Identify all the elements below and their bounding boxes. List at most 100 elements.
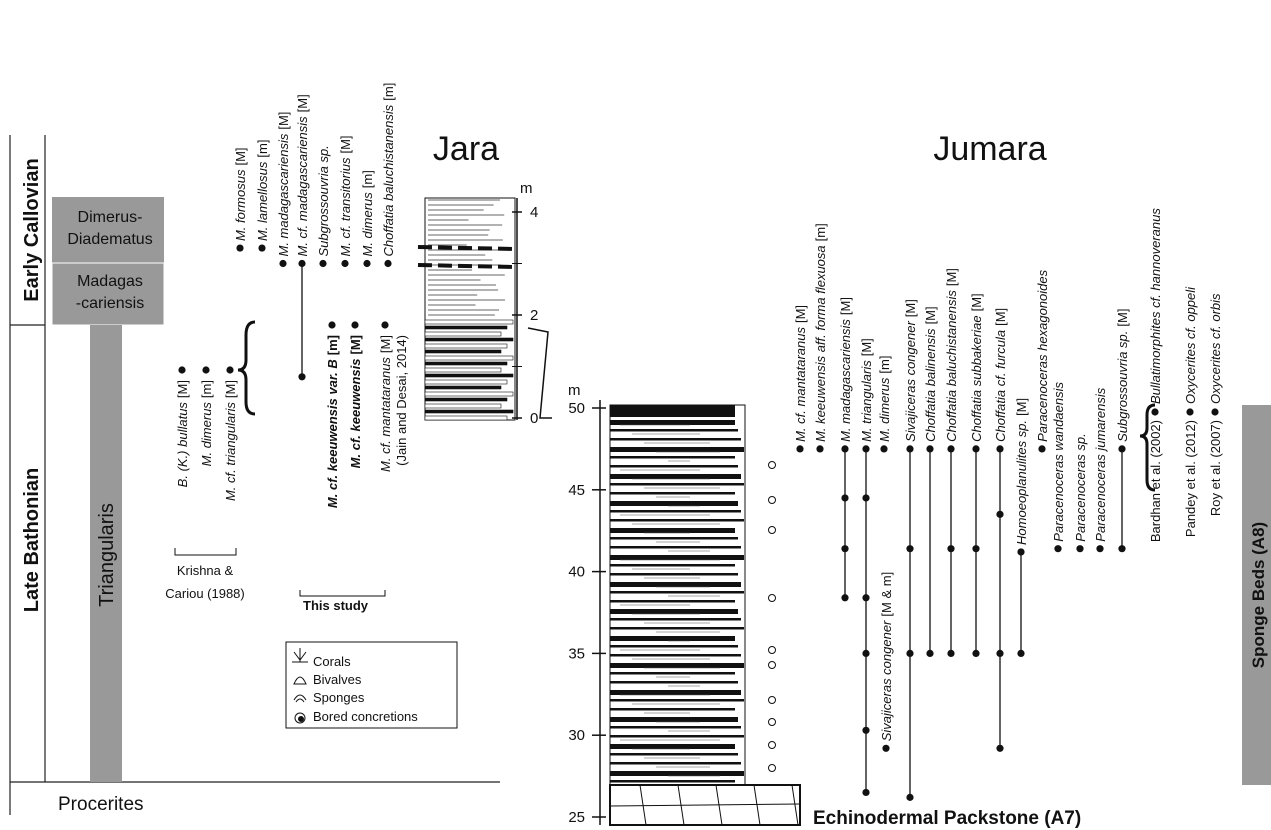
taxon-label: M. triangularis[M] [859, 338, 874, 442]
taxon-tag: [M] [338, 135, 353, 153]
dot [381, 321, 388, 328]
taxon-label: Paracenoceras wandaensis [1051, 381, 1066, 541]
taxon-tag: [M] [1014, 398, 1029, 416]
bed [425, 410, 513, 413]
reference: Krishna & [177, 563, 234, 578]
bed [425, 332, 501, 336]
taxon-label: M. lamellosus[m] [255, 140, 270, 242]
bed [610, 573, 738, 576]
taxon-label: Paracenoceras jumarensis [1093, 387, 1108, 541]
range-dot [841, 545, 848, 552]
taxon-name: M. dimerus [877, 377, 892, 442]
bed [610, 483, 744, 486]
bed [425, 380, 507, 384]
taxon-label: Sivajiceras congener[M] [903, 299, 918, 442]
taxon-name: Subgrossouvria sp. [316, 145, 331, 256]
taxon-name: M. keeuwensis aff. forma flexuosa [813, 245, 828, 442]
bed [425, 386, 501, 389]
range-dot [1096, 545, 1103, 552]
fossil-symbol [769, 497, 776, 504]
range-dot [1054, 545, 1061, 552]
fossil-symbol [769, 595, 776, 602]
fossil-symbol [769, 527, 776, 534]
fossil-symbol [769, 765, 776, 772]
range-dot [1038, 445, 1045, 452]
taxon-name: Bullatimorphites cf. hannoveranus [1148, 208, 1163, 404]
jumara-lithology [610, 405, 800, 825]
zone: Procerites [58, 794, 144, 815]
range-dot [841, 494, 848, 501]
range-dot [279, 260, 286, 267]
unit-label: Echinodermal Packstone (A7) [813, 808, 1081, 829]
range-dot [862, 445, 869, 452]
section-title: Jara [433, 130, 499, 168]
bed [610, 474, 741, 479]
bed [610, 654, 741, 657]
taxon-label: M. dimerus[m] [199, 380, 214, 466]
range-dot [926, 650, 933, 657]
dot [328, 321, 335, 328]
range-dot [1118, 445, 1125, 452]
zone: Diadematus [67, 231, 152, 248]
range-dot [947, 650, 954, 657]
bed [610, 690, 741, 695]
dot [1186, 408, 1193, 415]
taxon-name: Sivajiceras congener [903, 321, 918, 442]
taxon-label: M. cf. keeuwensis[M] [348, 335, 363, 468]
reference: Pandey et al. (2012) [1183, 420, 1198, 537]
taxon-label: M. cf. keeuwensis var. B[m] [325, 335, 340, 508]
taxon-tag: [m] [360, 170, 375, 188]
bed [425, 404, 501, 408]
taxon-tag: [M] [276, 112, 291, 130]
taxon-label: M. dimerus[m] [360, 170, 375, 256]
taxon-label: M. keeuwensis aff. forma flexuosa[m] [813, 223, 828, 442]
taxon-tag: [m] [877, 356, 892, 374]
bed [610, 708, 735, 711]
tick-label: 30 [568, 727, 585, 744]
taxon-tag: [M] [295, 94, 310, 112]
taxon-name: Subgrossouvria sp. [1115, 331, 1130, 442]
tick-label: 0 [530, 410, 538, 427]
taxon-label: Choffatia subbakeriae[M] [969, 293, 984, 442]
bed [610, 600, 735, 603]
bed [610, 627, 744, 630]
taxon-tag: [M] [378, 335, 393, 353]
legend-item: Sponges [313, 690, 365, 705]
taxon-name: M. cf. triangularis [223, 402, 238, 501]
bed [425, 416, 507, 420]
taxon-name: Paracenoceras wandaensis [1051, 381, 1066, 541]
taxon-tag: [M] [923, 306, 938, 324]
tick-label: 40 [568, 564, 585, 581]
taxon-note: (Jain and Desai, 2014) [394, 335, 409, 466]
bed [425, 338, 513, 341]
dot [351, 321, 358, 328]
bed [610, 663, 744, 668]
taxon-label: Choffatia balinensis[M] [923, 306, 938, 442]
taxon-tag: [M & m] [879, 572, 894, 617]
bed [610, 645, 738, 648]
taxon-name: Choffatia baluchistanensis [381, 104, 396, 256]
bed [610, 771, 744, 776]
taxon-tag: [M] [175, 380, 190, 398]
zone-box [52, 197, 164, 263]
taxon-name: Choffatia cf. furcula [993, 330, 1008, 442]
stage: Late Bathonian [21, 468, 43, 612]
reference: Roy et al. (2007) [1208, 420, 1223, 516]
taxon-name: M. dimerus [199, 402, 214, 467]
stage: Early Callovian [21, 158, 43, 301]
range-dot [1017, 548, 1024, 555]
range-dot [947, 445, 954, 452]
bed [610, 636, 735, 641]
taxon-label: Subgrossouvria sp. [316, 145, 331, 256]
fossil-symbol [769, 462, 776, 469]
bed [610, 762, 741, 765]
range-dot [341, 260, 348, 267]
range-dot [972, 650, 979, 657]
bed [610, 492, 735, 495]
taxon-label: M. formosus[M] [233, 147, 248, 241]
bed [610, 528, 735, 533]
bed [610, 537, 738, 540]
taxon-name: M. cf. keeuwensis [348, 359, 363, 469]
taxon-tag: [M] [969, 293, 984, 311]
bed [610, 717, 738, 722]
